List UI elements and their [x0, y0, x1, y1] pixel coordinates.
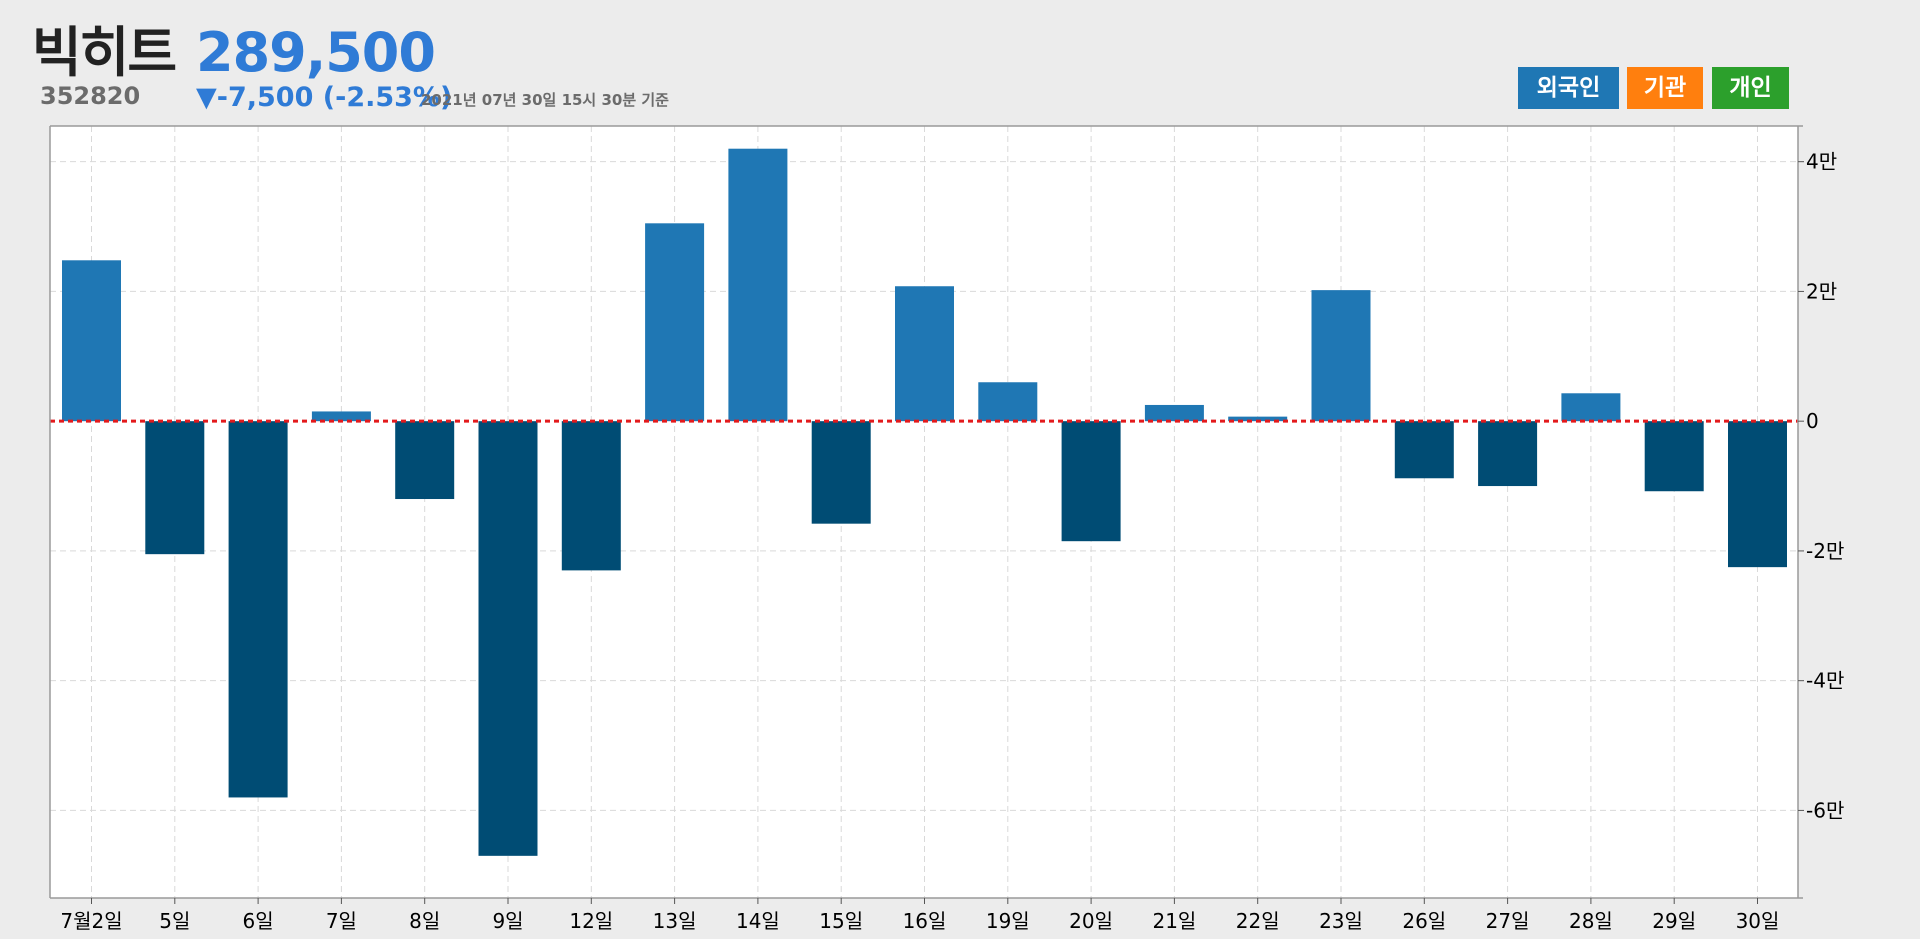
stock-price: 289,500 [196, 21, 436, 84]
bar [1561, 393, 1621, 422]
x-tick-label: 5일 [159, 909, 190, 933]
x-tick-label: 7일 [326, 909, 357, 933]
x-tick-label: 22일 [1236, 909, 1280, 933]
bar [1394, 421, 1454, 479]
y-tick-label: 4만 [1806, 150, 1837, 174]
bar [1228, 416, 1288, 422]
x-tick-label: 23일 [1319, 909, 1363, 933]
bar [645, 223, 705, 422]
x-tick-label: 21일 [1152, 909, 1196, 933]
x-tick-label: 30일 [1736, 909, 1780, 933]
bar [1144, 404, 1204, 422]
x-tick-label: 16일 [903, 909, 947, 933]
x-tick-label: 6일 [243, 909, 274, 933]
y-tick-label: -4만 [1806, 669, 1844, 693]
x-tick-label: 26일 [1402, 909, 1446, 933]
x-tick-label: 8일 [409, 909, 440, 933]
bar [145, 421, 205, 555]
bar [228, 421, 288, 798]
bar [1644, 421, 1704, 492]
bar [1311, 290, 1371, 422]
bar [311, 411, 371, 422]
bar [561, 421, 621, 571]
bar [728, 148, 788, 422]
x-tick-label: 19일 [986, 909, 1030, 933]
bar [478, 421, 538, 856]
x-tick-label: 7월2일 [60, 909, 122, 933]
x-tick-label: 13일 [653, 909, 697, 933]
foreign-investor-button[interactable]: 외국인 [1518, 67, 1619, 109]
y-tick-label: -2만 [1806, 539, 1844, 563]
bar [395, 421, 455, 500]
bar [1478, 421, 1538, 487]
stock-code: 352820 [40, 82, 141, 110]
x-tick-label: 15일 [819, 909, 863, 933]
bar [62, 260, 121, 422]
bar [1061, 421, 1121, 542]
stock-name: 빅히트 [32, 21, 177, 84]
individual-button[interactable]: 개인 [1712, 67, 1789, 109]
bar [895, 286, 954, 422]
bar [1728, 421, 1787, 568]
x-tick-label: 9일 [492, 909, 523, 933]
x-tick-label: 28일 [1569, 909, 1613, 933]
y-tick-label: -6만 [1806, 798, 1844, 822]
x-tick-label: 14일 [736, 909, 780, 933]
price-change: ▼-7,500 (-2.53%) [196, 82, 453, 113]
y-tick-label: 0 [1806, 409, 1819, 433]
bar [811, 421, 871, 524]
y-tick-label: 2만 [1806, 279, 1837, 303]
bar [978, 382, 1038, 422]
x-tick-label: 12일 [569, 909, 613, 933]
x-tick-label: 20일 [1069, 909, 1113, 933]
x-tick-label: 27일 [1486, 909, 1530, 933]
institution-button[interactable]: 기관 [1627, 67, 1703, 109]
as-of-timestamp: 2021년 07년 30일 15시 30분 기준 [421, 91, 669, 109]
x-tick-label: 29일 [1652, 909, 1696, 933]
